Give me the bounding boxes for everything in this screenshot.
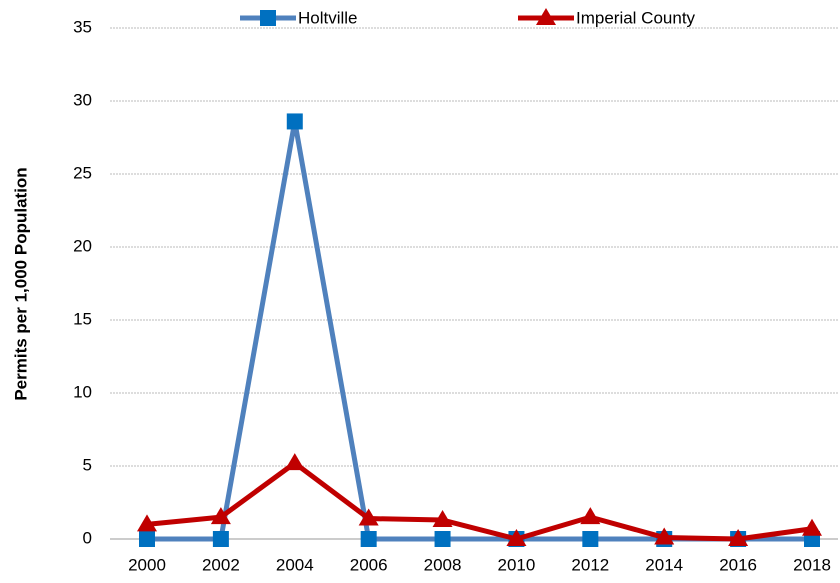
data-point xyxy=(139,531,155,547)
y-tick-label: 15 xyxy=(73,309,92,328)
data-point xyxy=(137,514,157,532)
x-tick-label: 2000 xyxy=(128,555,166,574)
data-point xyxy=(286,113,303,130)
legend-marker xyxy=(536,8,556,25)
data-point xyxy=(802,518,822,536)
data-point xyxy=(582,531,599,547)
y-tick-label: 10 xyxy=(73,382,92,401)
x-tick-label: 2016 xyxy=(719,555,757,574)
data-point xyxy=(728,529,749,546)
y-tick-label: 0 xyxy=(83,528,92,547)
legend-label: Holtville xyxy=(298,8,358,27)
series-line xyxy=(146,460,813,542)
y-tick-label: 30 xyxy=(73,90,92,109)
data-point xyxy=(580,507,601,525)
data-point xyxy=(654,527,675,545)
x-tick-label: 2012 xyxy=(571,555,609,574)
y-axis-label: Permits per 1,000 Population xyxy=(11,167,30,400)
data-point xyxy=(360,531,377,547)
x-tick-label: 2008 xyxy=(424,555,462,574)
y-tick-label: 20 xyxy=(73,236,92,255)
x-tick-label: 2004 xyxy=(276,555,314,574)
x-tick-label: 2018 xyxy=(793,555,831,574)
y-tick-label: 35 xyxy=(73,17,92,36)
x-tick-label: 2002 xyxy=(202,555,240,574)
y-tick-label: 25 xyxy=(73,163,92,182)
data-point xyxy=(358,508,379,526)
data-point xyxy=(210,507,231,525)
x-tick-label: 2014 xyxy=(645,555,683,574)
data-point xyxy=(212,531,229,547)
data-point xyxy=(284,453,305,471)
x-tick-label: 2006 xyxy=(350,555,388,574)
y-tick-label: 5 xyxy=(83,455,92,474)
series-line xyxy=(147,118,812,542)
legend-label: Imperial County xyxy=(576,8,696,27)
x-tick-label: 2010 xyxy=(498,555,536,574)
data-point xyxy=(432,510,453,528)
legend-marker xyxy=(260,10,276,26)
data-point xyxy=(506,529,527,546)
data-point xyxy=(434,531,451,547)
